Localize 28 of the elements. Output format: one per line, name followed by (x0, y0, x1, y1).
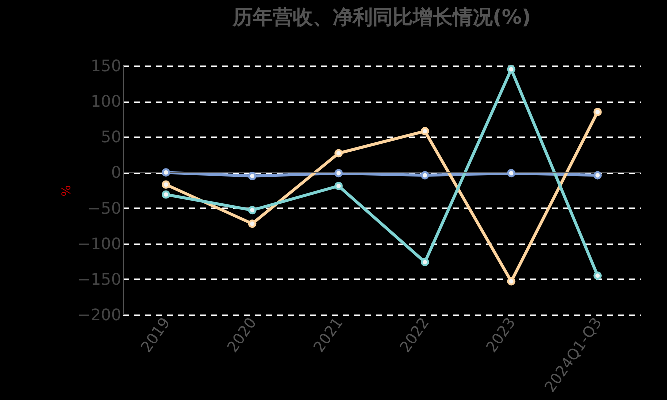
y-tick-label: 50 (101, 128, 122, 147)
point (248, 172, 257, 180)
y-tick-label: −200 (78, 306, 122, 324)
y-tick-label: −150 (78, 270, 122, 289)
point (421, 171, 430, 180)
point (421, 127, 430, 136)
point (334, 169, 343, 178)
point (248, 206, 257, 215)
point (594, 108, 602, 116)
point (421, 258, 430, 267)
point (334, 182, 343, 190)
point (162, 180, 170, 189)
y-tick-label: 100 (90, 92, 122, 112)
y-tick-label: 150 (90, 56, 122, 76)
y-tick-label: 0 (111, 163, 122, 182)
point (594, 272, 602, 280)
chart-title: 历年营收、净利同比增长情况(%) (232, 5, 532, 29)
point (507, 277, 516, 286)
point (507, 169, 516, 178)
point (594, 171, 602, 180)
point (507, 65, 516, 74)
point (162, 168, 170, 177)
y-tick-label: −50 (88, 198, 122, 218)
point (162, 190, 170, 199)
y-tick-label: −100 (78, 234, 122, 254)
y-axis-title: % (60, 185, 74, 197)
point (248, 220, 257, 228)
point (334, 149, 343, 158)
